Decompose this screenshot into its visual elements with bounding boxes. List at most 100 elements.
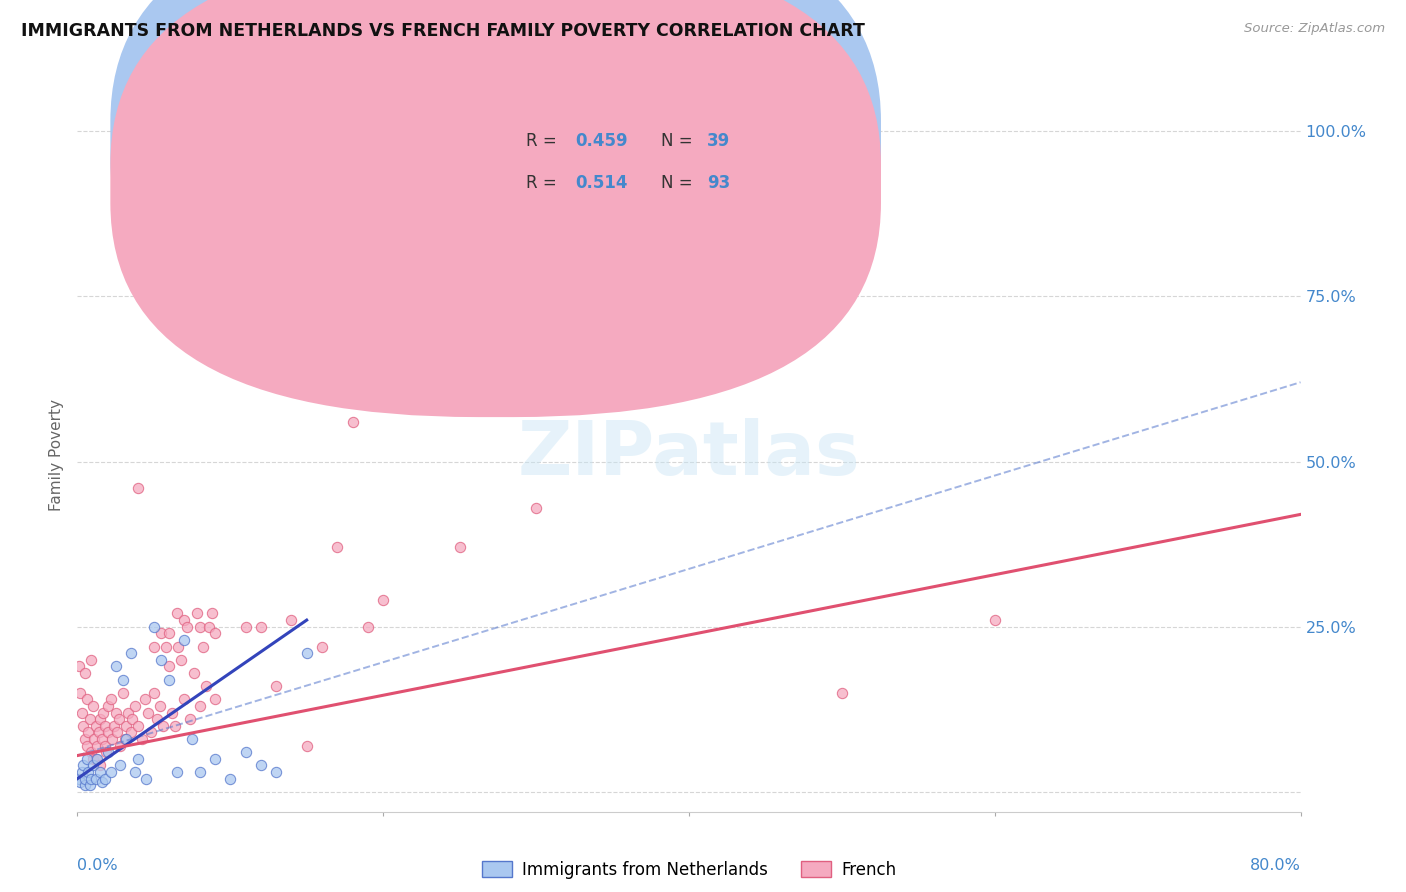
Text: Source: ZipAtlas.com: Source: ZipAtlas.com <box>1244 22 1385 36</box>
Point <box>124 698 146 713</box>
Point <box>135 772 157 786</box>
Point <box>108 739 131 753</box>
Point <box>191 640 214 654</box>
Point <box>101 732 124 747</box>
Point <box>173 692 195 706</box>
Point <box>136 706 159 720</box>
Text: 0.459: 0.459 <box>575 132 628 150</box>
FancyBboxPatch shape <box>450 105 787 223</box>
Point <box>72 758 94 772</box>
Point <box>146 712 169 726</box>
Point <box>219 772 242 786</box>
Point <box>295 739 318 753</box>
Point <box>204 626 226 640</box>
Point <box>90 732 112 747</box>
Point <box>80 745 103 759</box>
Text: R =: R = <box>526 175 562 193</box>
Point <box>326 541 349 555</box>
Point <box>73 732 96 747</box>
Point <box>94 719 117 733</box>
Point <box>104 659 127 673</box>
Point <box>97 698 120 713</box>
Point <box>67 772 90 786</box>
Point <box>69 775 91 789</box>
Point <box>188 765 211 780</box>
Point <box>112 673 135 687</box>
Point <box>831 686 853 700</box>
Point <box>183 665 205 680</box>
Point <box>96 745 118 759</box>
Point <box>166 607 188 621</box>
Point <box>72 719 94 733</box>
Point <box>194 679 217 693</box>
Point <box>89 765 111 780</box>
Point <box>142 620 165 634</box>
Point <box>83 732 105 747</box>
Point <box>70 765 93 780</box>
Point <box>108 758 131 772</box>
Text: 0.514: 0.514 <box>575 175 627 193</box>
FancyBboxPatch shape <box>110 0 882 375</box>
Point <box>115 732 138 747</box>
Point <box>167 640 190 654</box>
Point <box>149 698 172 713</box>
Point <box>166 765 188 780</box>
Point <box>121 712 143 726</box>
Point <box>86 739 108 753</box>
Point <box>357 620 380 634</box>
Point <box>76 752 98 766</box>
Point <box>120 646 142 660</box>
Point <box>131 732 153 747</box>
Point <box>67 659 90 673</box>
Point <box>84 719 107 733</box>
Point <box>449 541 471 555</box>
Point <box>155 640 177 654</box>
Point <box>157 673 180 687</box>
Point <box>77 765 100 780</box>
Point <box>103 719 125 733</box>
Point <box>82 758 104 772</box>
Y-axis label: Family Poverty: Family Poverty <box>49 399 65 511</box>
Point <box>250 758 273 772</box>
Point <box>170 653 193 667</box>
Point <box>280 613 302 627</box>
Point <box>112 686 135 700</box>
Point <box>142 686 165 700</box>
Point <box>82 752 104 766</box>
FancyBboxPatch shape <box>110 0 882 417</box>
Point <box>76 692 98 706</box>
Text: N =: N = <box>661 132 697 150</box>
Point <box>176 620 198 634</box>
Point <box>235 745 257 759</box>
Point <box>179 712 201 726</box>
Point <box>173 613 195 627</box>
Point <box>107 712 129 726</box>
Point <box>84 772 107 786</box>
Point <box>165 719 187 733</box>
Point <box>188 620 211 634</box>
Point <box>150 653 173 667</box>
Point <box>264 765 287 780</box>
Point <box>69 686 91 700</box>
Point <box>198 620 221 634</box>
Point <box>295 646 318 660</box>
Point <box>984 613 1007 627</box>
Text: R =: R = <box>526 132 562 150</box>
Point <box>342 415 364 429</box>
Point <box>250 620 273 634</box>
Point <box>128 752 150 766</box>
Text: IMMIGRANTS FROM NETHERLANDS VS FRENCH FAMILY POVERTY CORRELATION CHART: IMMIGRANTS FROM NETHERLANDS VS FRENCH FA… <box>21 22 865 40</box>
Point <box>173 632 195 647</box>
Point <box>100 765 122 780</box>
Point <box>80 653 103 667</box>
Text: 80.0%: 80.0% <box>1250 858 1301 873</box>
Legend: Immigrants from Netherlands, French: Immigrants from Netherlands, French <box>475 855 903 886</box>
Text: ZIPatlas: ZIPatlas <box>517 418 860 491</box>
Point <box>86 752 108 766</box>
Point <box>100 692 122 706</box>
Text: 0.0%: 0.0% <box>77 858 118 873</box>
Point <box>89 712 111 726</box>
Point <box>79 778 101 792</box>
Point <box>73 772 96 786</box>
Point <box>311 640 333 654</box>
